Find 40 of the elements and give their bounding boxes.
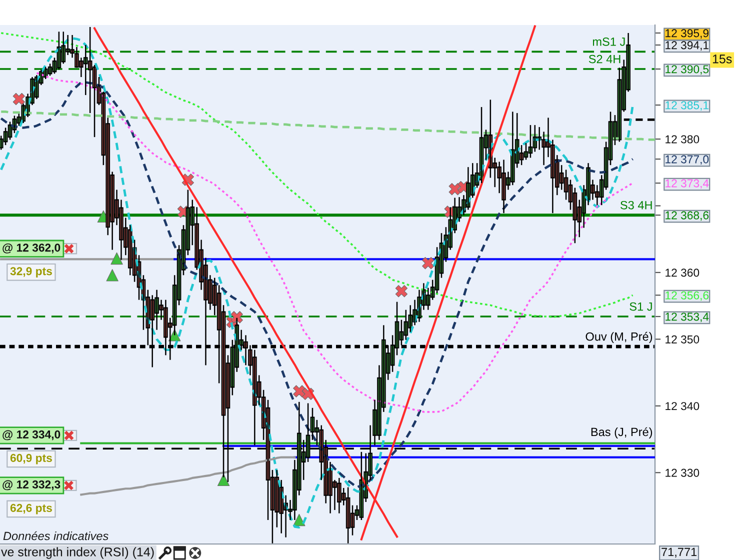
y-tick-label: 12 340 [666,402,700,410]
y-tick-label: 12 385,1 [666,101,708,111]
line-series [80,456,296,496]
y-tick-label: 12 350 [666,335,700,344]
text: 71,771 [662,548,697,558]
y-tick-label: 12 394,1 [666,41,708,51]
y-tick-label: 12 356,6 [666,291,709,301]
annotation: 32,9 pts [10,267,52,278]
annotation: Données indicatives [3,531,108,540]
point [422,257,434,270]
y-tick-label: 12 390,5 [666,65,709,75]
ref-line-label: Ouv (M, Pré) [586,332,652,344]
ref-line-label: Bas (J, Pré) [591,427,652,438]
ref-line-label: mS1 J [592,38,625,46]
point [217,474,230,486]
y-tick-label: 12 360 [666,268,700,277]
ref-line-label: S1 J [630,302,652,311]
annotation: 60,9 pts [10,454,52,464]
point [395,285,408,298]
y-tick-label: 12 377,0 [666,155,709,165]
annotation: @ 12 362,0 [2,244,60,254]
point [110,252,123,265]
y-tick-label: 12 380 [666,135,700,144]
ref-line-label: S3 4H [620,200,652,210]
annotation: @ 12 332,3 [2,480,60,490]
y-tick-label: 12 373,4 [666,179,709,189]
y-tick-label: 12 395,9 [666,29,709,39]
ref-line-label: S2 4H [588,54,620,64]
y-tick-label: 12 368,6 [666,211,709,221]
annotation: @ 12 334,0 [2,430,60,440]
y-tick-label: 12 330 [666,468,700,477]
point [293,385,306,398]
y-tick-label: 12 353,4 [666,312,709,322]
text: 15s [712,54,732,64]
point [230,311,243,324]
text: ve strength index (RSI) (14) [1,547,154,559]
point [448,183,461,196]
annotation: 62,6 pts [10,504,52,514]
point [12,92,25,106]
point [106,269,118,282]
